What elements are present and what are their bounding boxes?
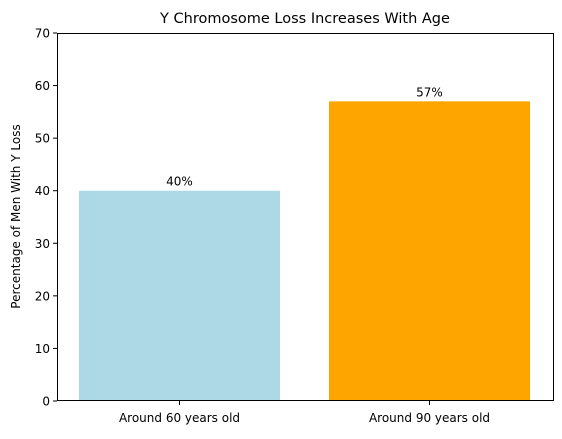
bars-group <box>79 101 530 401</box>
y-tick-label: 0 <box>42 395 50 409</box>
y-axis-ticks: 0 10 20 30 40 50 60 70 <box>35 27 57 409</box>
y-tick-label: 20 <box>35 289 50 303</box>
bar-1 <box>79 190 280 401</box>
plot-frame <box>57 33 554 401</box>
x-tick-label: Around 90 years old <box>369 411 490 425</box>
y-axis-label: Percentage of Men With Y Loss <box>9 124 23 308</box>
bar-2 <box>329 101 530 401</box>
y-tick-label: 10 <box>35 342 50 356</box>
y-tick-label: 40 <box>35 184 50 198</box>
y-tick-label: 70 <box>35 27 50 41</box>
x-axis-ticks: Around 60 years old Around 90 years old <box>119 401 490 425</box>
x-tick-label: Around 60 years old <box>119 411 240 425</box>
bar-value-label: 40% <box>166 175 193 189</box>
bar-value-label: 57% <box>416 85 443 99</box>
chart-title: Y Chromosome Loss Increases With Age <box>159 11 450 27</box>
y-tick-label: 30 <box>35 237 50 251</box>
y-tick-label: 50 <box>35 132 50 146</box>
data-labels-group: 40% 57% <box>166 85 443 188</box>
y-tick-label: 60 <box>35 79 50 93</box>
